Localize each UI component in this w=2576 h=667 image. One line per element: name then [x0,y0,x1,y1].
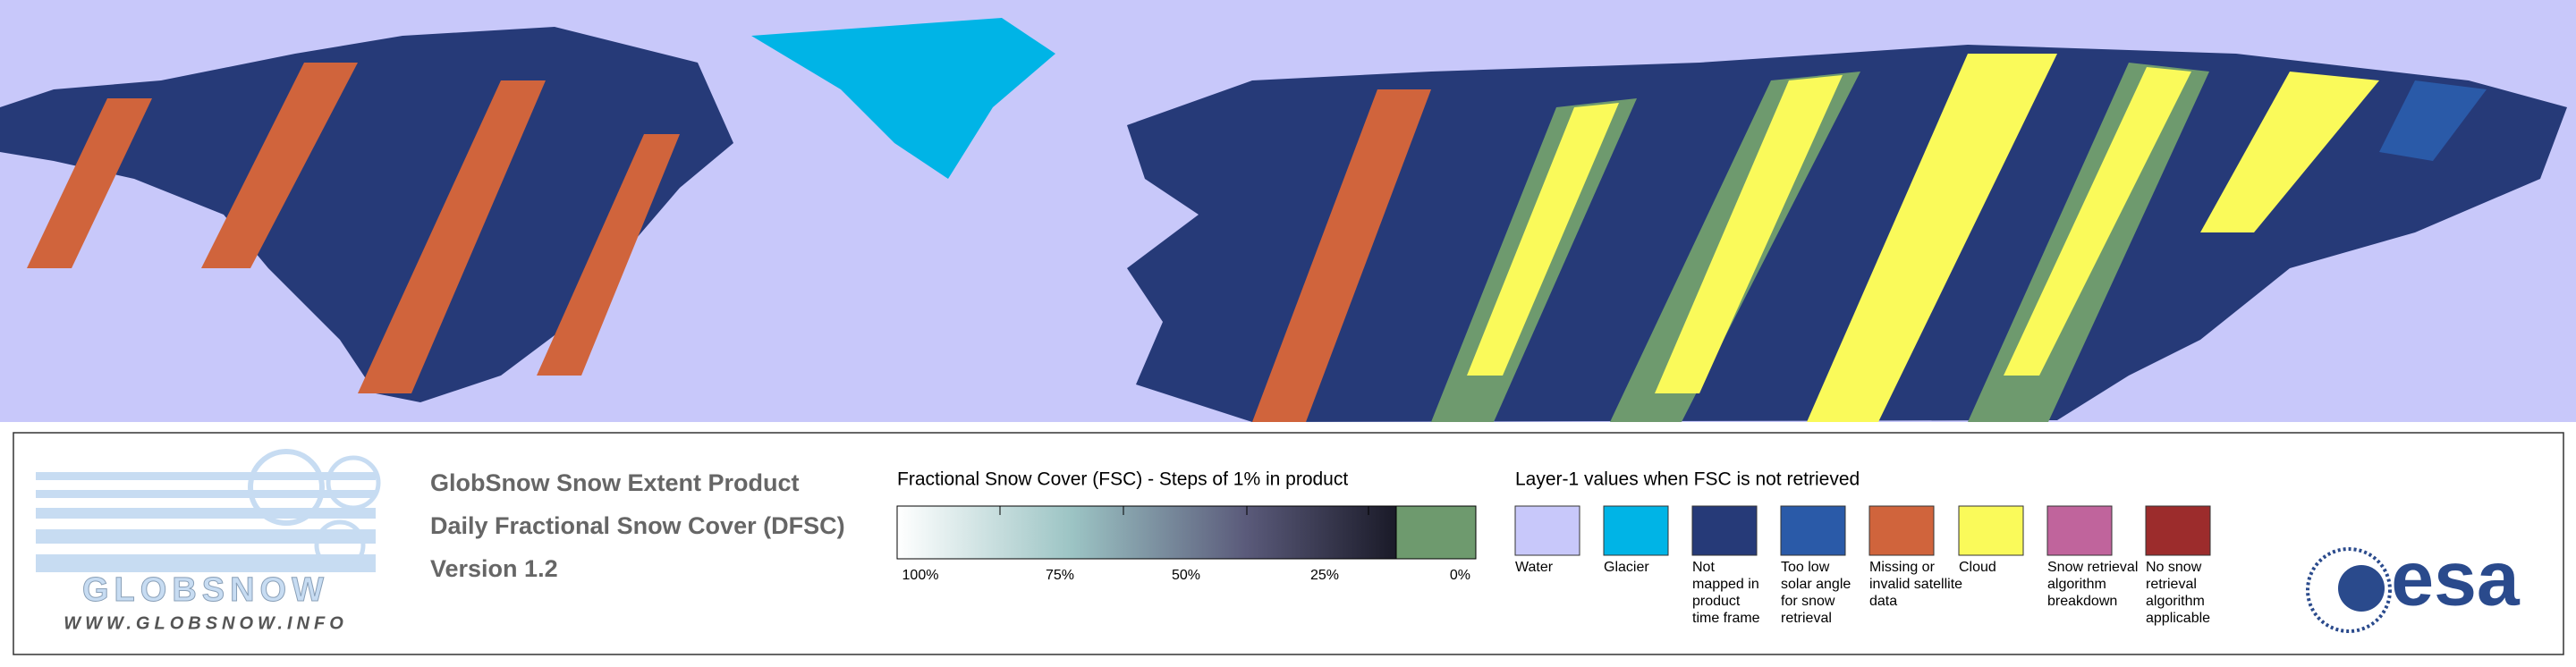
north-america [0,27,733,402]
legend-swatch [1514,505,1580,556]
esa-logo: esa [2306,536,2521,633]
legend-label: Snow retrieval [2047,560,2138,575]
logo-stripe [36,472,376,480]
swath-cloud [2004,67,2191,376]
layer1-title: Layer-1 values when FSC is not retrieved [1515,469,1860,490]
legend-label: time frame [1692,611,1760,626]
swath-missing [201,63,358,268]
logo-url: WWW.GLOBSNOW.INFO [64,613,348,633]
legend-swatch [1958,505,2024,556]
legend-label: Glacier [1604,560,1649,575]
product-line: Daily Fractional Snow Cover (DFSC) [430,512,845,539]
legend-label: Missing or [1869,560,1936,575]
map [0,0,2576,422]
legend-label: invalid satellite [1869,577,1962,592]
legend-label: Water [1515,560,1554,575]
legend-swatch [1603,505,1669,556]
legend-label: No snow [2146,560,2202,575]
esa-emblem [2338,565,2385,612]
fsc-label: 0% [1450,568,1470,583]
legend-swatch [1780,505,1846,556]
legend-label: data [1869,594,1897,609]
fsc-label: 75% [1046,568,1074,583]
logo: GLOBSNOW WWW.GLOBSNOW.INFO [36,449,381,633]
layer1-legend: Layer-1 values when FSC is not retrieved… [1514,469,2211,626]
swath-low-sun [2379,80,2487,161]
logo-stripe [36,490,376,498]
legend-label: breakdown [2047,594,2117,609]
legend-label: mapped in [1692,577,1759,592]
legend-swatch [2046,505,2113,556]
swath-cloud [1807,54,2057,422]
legend-label: Too low [1781,560,1830,575]
swath-cloud [2200,72,2379,232]
logo-snowflake [326,455,381,511]
fsc-title: Fractional Snow Cover (FSC) - Steps of 1… [897,469,1348,490]
legend-swatch [1868,505,1935,556]
fsc-label: 50% [1172,568,1200,583]
fsc-scale: Fractional Snow Cover (FSC) - Steps of 1… [896,469,1477,583]
legend-label: applicable [2146,611,2210,626]
esa-wordmark: esa [2391,536,2521,622]
product-info: GlobSnow Snow Extent Product Daily Fracti… [430,469,845,582]
legend-label: Cloud [1959,560,1996,575]
fsc-label: 25% [1310,568,1339,583]
legend-swatch [2145,505,2211,556]
logo-stripe [36,529,376,544]
logo-name: GLOBSNOW [82,571,329,609]
legend-label: solar angle [1781,577,1851,592]
legend-label: for snow [1781,594,1835,609]
swath-missing [1252,89,1431,422]
legend-label: retrieval [2146,577,2197,592]
legend-swatch [1691,505,1758,556]
logo-snowflake [248,449,325,526]
logo-stripe [36,508,376,519]
fsc-zero-swatch [1395,505,1477,560]
swath-cloud [1467,103,1619,376]
legend-label: product [1692,594,1741,609]
legend-label: algorithm [2047,577,2106,592]
swath-missing [537,134,680,376]
legend-label: retrieval [1781,611,1832,626]
logo-snowflake [314,519,366,571]
fsc-gradient [896,505,1397,560]
fsc-label: 100% [902,568,939,583]
product-line: Version 1.2 [430,555,558,582]
swath-missing [27,98,152,268]
swath-cloud [1655,75,1843,393]
logo-stripe [36,554,376,572]
swath-missing [358,80,546,393]
esa-emblem [2306,547,2392,633]
legend-label: Not [1692,560,1715,575]
legend-label: algorithm [2146,594,2205,609]
product-line: GlobSnow Snow Extent Product [430,469,800,496]
greenland [751,18,1055,179]
